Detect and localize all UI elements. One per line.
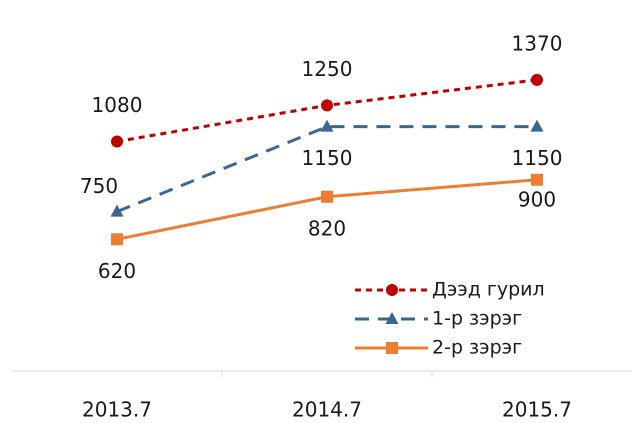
legend-label: Дээд гурил <box>432 279 545 301</box>
legend-label: 2-р зэрэг <box>432 337 522 359</box>
x-tick-label: 2013.7 <box>82 398 152 422</box>
data-label: 750 <box>80 174 118 198</box>
legend-label: 1-р зэрэг <box>432 308 522 330</box>
marker <box>385 312 399 324</box>
marker <box>110 204 124 217</box>
marker <box>320 119 334 132</box>
marker <box>111 233 123 246</box>
data-label: 820 <box>308 216 346 240</box>
series-line <box>116 125 537 214</box>
data-label: 1150 <box>512 146 563 170</box>
data-label: 1370 <box>512 31 563 55</box>
data-label: 1080 <box>92 93 143 117</box>
data-label: 620 <box>98 259 136 283</box>
data-label: 1150 <box>302 146 353 170</box>
marker <box>321 190 333 203</box>
x-tick-label: 2015.7 <box>502 398 572 422</box>
marker <box>111 135 123 148</box>
x-tick-label: 2014.7 <box>292 398 362 422</box>
marker <box>531 173 543 186</box>
marker <box>531 73 543 86</box>
marker <box>530 119 544 132</box>
marker <box>321 99 333 112</box>
marker <box>386 342 398 354</box>
data-label: 1250 <box>302 57 353 81</box>
marker <box>386 284 398 296</box>
data-label: 900 <box>518 187 556 211</box>
